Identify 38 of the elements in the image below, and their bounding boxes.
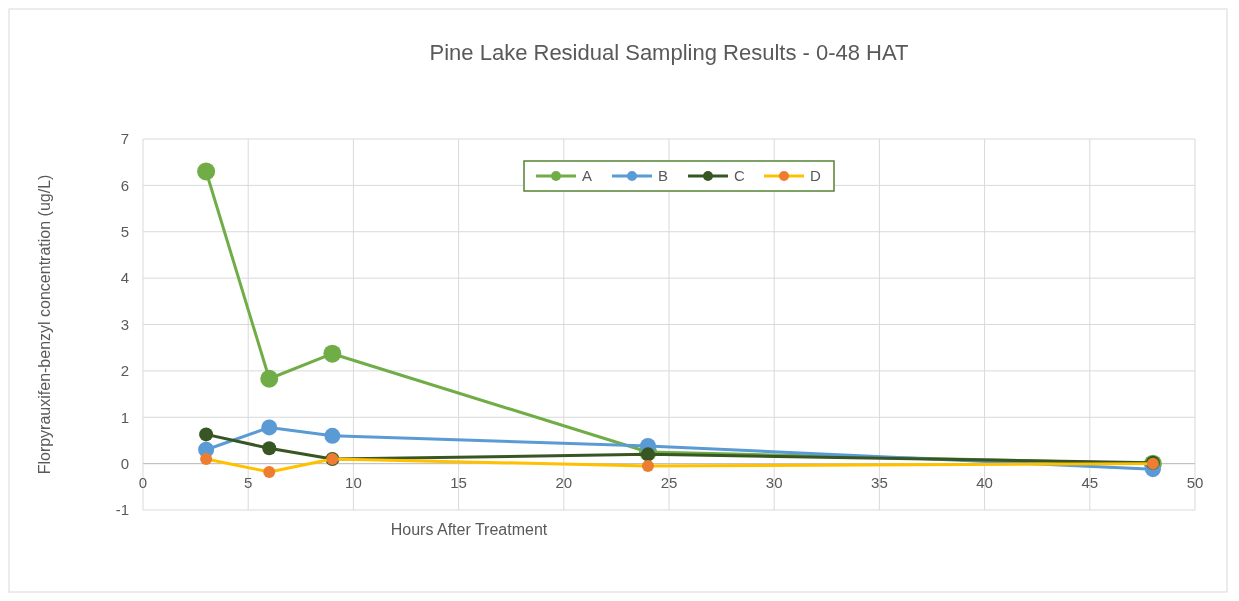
point (200, 452, 213, 465)
x-tick-label: 0 (138, 473, 148, 491)
y-tick-label: 6 (120, 176, 129, 194)
y-tick-label: 1 (120, 408, 129, 426)
y-tick-label: 0 (120, 454, 129, 472)
x-tick-label: 50 (1186, 473, 1204, 491)
y-tick-label: 7 (120, 130, 129, 148)
point (199, 427, 214, 442)
x-tick-label: 10 (345, 473, 362, 491)
y-axis-title: Florpyrauxifen-benzyl concentration (ug/L) (36, 174, 53, 475)
legend-label: B (658, 167, 669, 185)
x-tick-label: 45 (1081, 473, 1099, 491)
point (263, 465, 276, 478)
x-tick-label: 25 (660, 473, 678, 491)
y-tick-label: 3 (120, 315, 129, 333)
x-tick-label: 30 (765, 473, 783, 491)
legend-label: C (734, 167, 745, 185)
x-tick-label: 20 (555, 473, 573, 491)
legend-label: A (582, 167, 593, 185)
point (640, 447, 655, 462)
point (197, 162, 216, 181)
point (261, 419, 278, 436)
legend-label: D (810, 167, 821, 185)
y-tick-label: 5 (120, 223, 129, 240)
point (323, 344, 342, 363)
y-tick-label: 4 (120, 269, 129, 287)
point (262, 441, 277, 456)
point (260, 369, 279, 388)
x-tick-label: 40 (976, 473, 993, 491)
point (324, 427, 341, 444)
chart-title: Pine Lake Residual Sampling Results - 0-48 HAT (429, 40, 909, 65)
point (641, 459, 654, 472)
x-tick-label: 5 (244, 473, 253, 491)
y-tick-label: 2 (120, 362, 129, 380)
x-tick-label: 35 (871, 473, 888, 491)
x-axis-title: Hours After Treatment (390, 521, 548, 538)
x-tick-label: 15 (450, 473, 467, 491)
y-tick-label: -1 (115, 501, 129, 519)
